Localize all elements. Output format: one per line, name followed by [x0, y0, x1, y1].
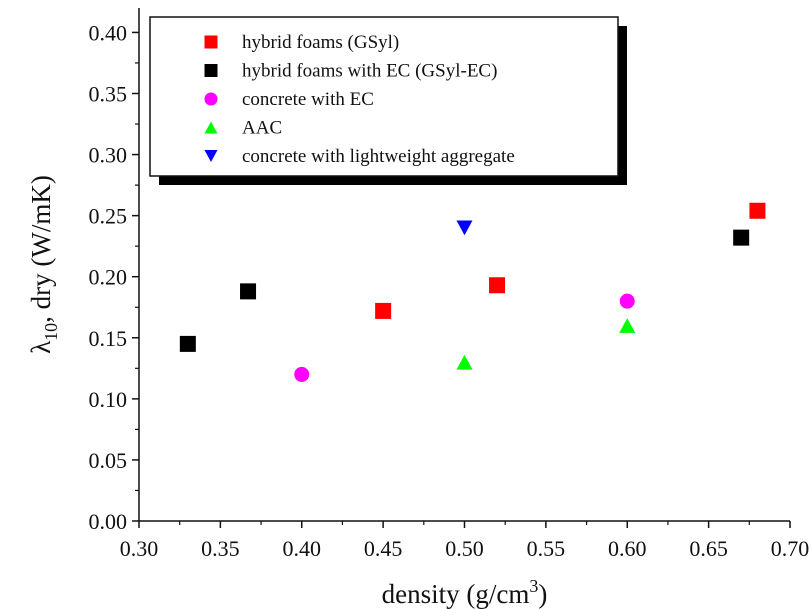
- y-tick-label: 0.30: [89, 143, 128, 168]
- legend-label: hybrid foams with EC (GSyl-EC): [242, 61, 497, 82]
- x-axis-title: density (g/cm3): [382, 576, 548, 609]
- legend-item: hybrid foams (GSyl): [204, 32, 399, 53]
- legend-item: hybrid foams with EC (GSyl-EC): [204, 61, 497, 82]
- x-axis-title-suffix: ): [538, 579, 547, 609]
- ticks-layer: 0.30 0.35 0.40 0.45 0.50 0.55 0.60 0.65 0.70 0.00…: [89, 20, 810, 561]
- legend-marker: [204, 35, 218, 49]
- y-tick-label: 0.40: [89, 20, 128, 45]
- x-tick-label: 0.50: [445, 536, 484, 561]
- y-tick-label: 0.10: [89, 387, 128, 412]
- y-tick-label: 0.25: [89, 204, 128, 229]
- y-tick-label: 0.05: [89, 448, 128, 473]
- x-tick-label: 0.60: [608, 536, 647, 561]
- data-point-circle: [619, 293, 635, 309]
- y-axis-title-subscript: 10: [41, 323, 61, 341]
- points-layer: [179, 202, 766, 382]
- y-tick-label: 0.00: [89, 509, 128, 534]
- data-point-triangle-down: [456, 220, 473, 236]
- data-point-triangle-up: [456, 354, 473, 370]
- data-point-square: [489, 277, 506, 294]
- x-tick-label: 0.40: [283, 536, 322, 561]
- legend-item: AAC: [204, 118, 282, 139]
- data-point-square: [733, 229, 750, 246]
- data-point-square: [749, 202, 766, 219]
- data-point-square: [179, 335, 196, 352]
- x-tick-label: 0.35: [201, 536, 240, 561]
- x-tick-label: 0.30: [120, 536, 159, 561]
- legend-items: hybrid foams (GSyl) hybrid foams with EC …: [204, 32, 515, 167]
- x-tick-label: 0.70: [771, 536, 810, 561]
- y-tick-label: 0.35: [89, 82, 128, 107]
- legend-label: concrete with lightweight aggregate: [242, 146, 515, 167]
- legend-marker: [204, 150, 218, 162]
- legend-item: concrete with lightweight aggregate: [204, 146, 515, 167]
- x-axis-title-superscript: 3: [529, 576, 538, 596]
- legend: hybrid foams (GSyl) hybrid foams with EC …: [149, 16, 627, 185]
- legend-marker: [204, 64, 218, 77]
- y-tick-label: 0.15: [89, 326, 128, 351]
- legend-item: concrete with EC: [204, 89, 374, 110]
- data-point-square: [375, 302, 392, 319]
- legend-label: AAC: [242, 118, 282, 139]
- legend-label: hybrid foams (GSyl): [242, 32, 399, 53]
- y-tick-label: 0.20: [89, 265, 128, 290]
- data-point-triangle-up: [619, 318, 636, 333]
- x-tick-label: 0.45: [364, 536, 403, 561]
- x-axis-title-main: density (g/cm: [382, 579, 530, 609]
- legend-marker: [204, 92, 218, 106]
- data-point-square: [240, 283, 257, 300]
- y-axis-title-rest: , dry (W/mK): [26, 175, 56, 323]
- legend-label: concrete with EC: [242, 89, 374, 110]
- x-tick-label: 0.65: [689, 536, 728, 561]
- y-axis-title-symbol: λ: [26, 341, 56, 354]
- x-tick-label: 0.55: [527, 536, 566, 561]
- legend-marker: [204, 121, 218, 134]
- legend-box: [149, 16, 619, 177]
- data-point-circle: [294, 366, 310, 382]
- y-axis-title: λ10, dry (W/mK): [26, 175, 61, 354]
